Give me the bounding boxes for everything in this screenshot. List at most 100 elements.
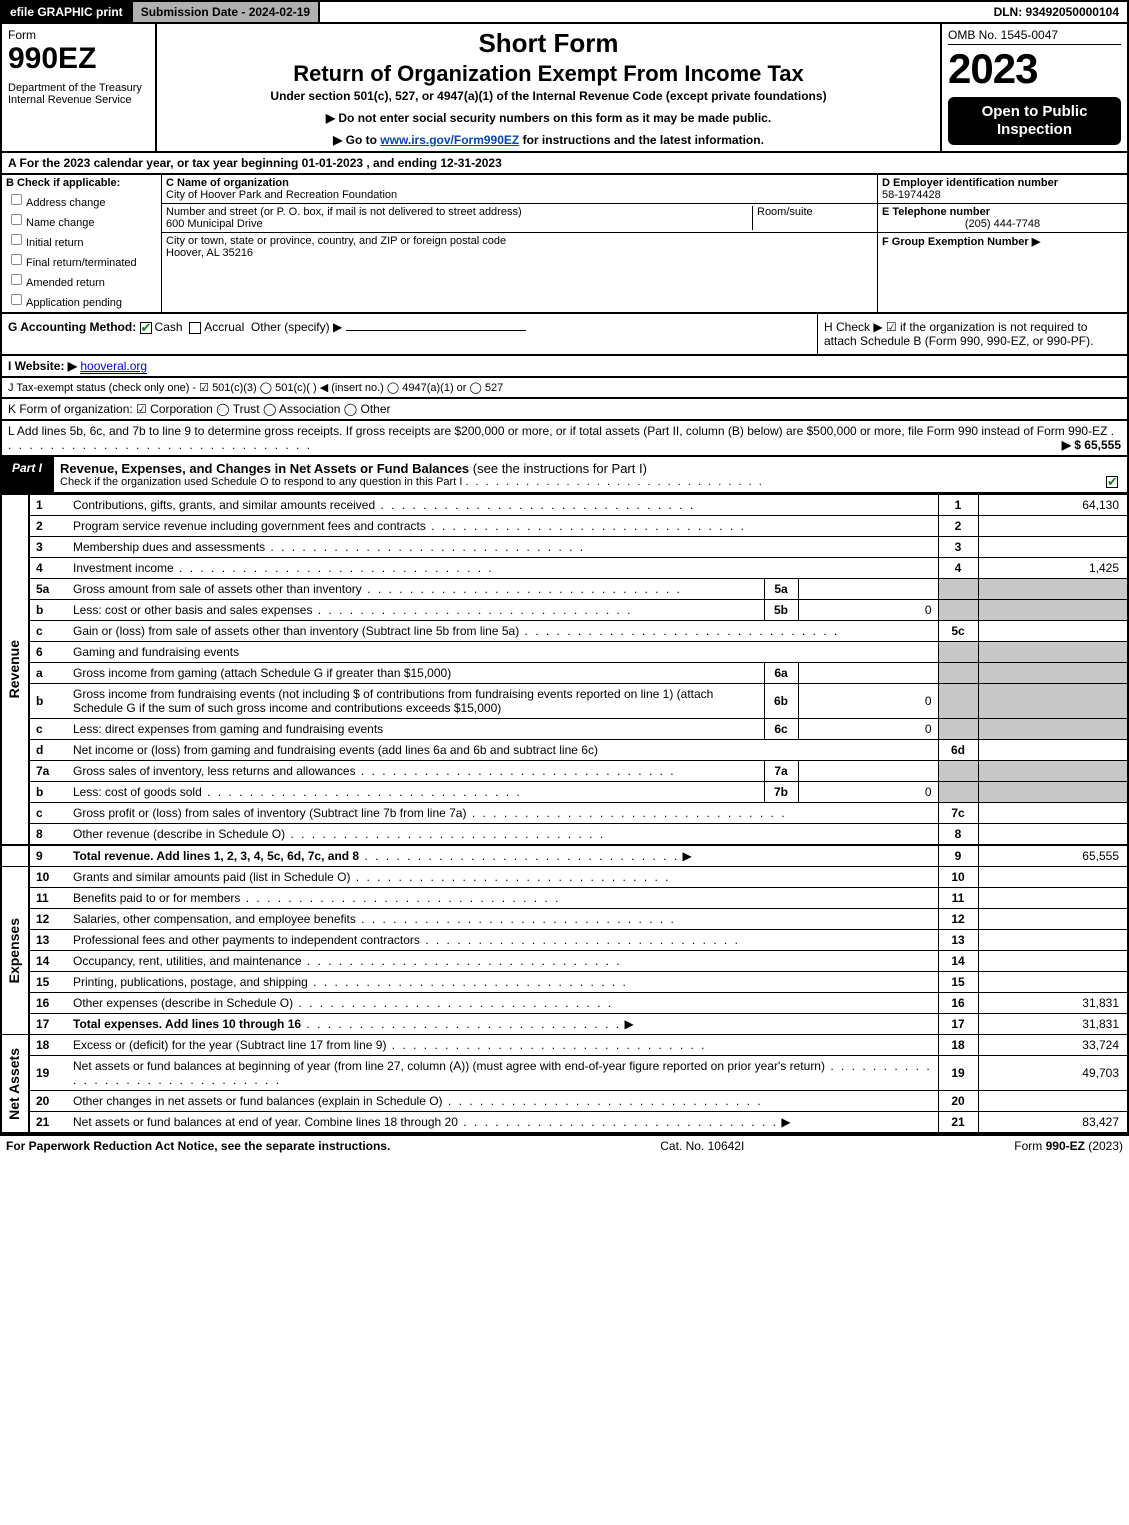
part1-tab: Part I [2, 457, 54, 492]
footer-center: Cat. No. 10642I [660, 1139, 744, 1153]
r6-amt-shade [978, 642, 1128, 663]
chk-amended-return-label: Amended return [26, 277, 105, 289]
open-public-badge: Open to Public Inspection [948, 97, 1121, 145]
dln-label: DLN: 93492050000104 [986, 2, 1127, 22]
row-7b: b Less: cost of goods sold 7b 0 [1, 782, 1128, 803]
r5b-desc: Less: cost or other basis and sales expe… [73, 603, 312, 617]
r11-box: 11 [938, 888, 978, 909]
r1-desc-text: Contributions, gifts, grants, and simila… [73, 498, 375, 512]
r6a-amt-shade [978, 663, 1128, 684]
row-14: 14 Occupancy, rent, utilities, and mainte… [1, 951, 1128, 972]
other-label: Other (specify) ▶ [251, 320, 342, 334]
c-label: C Name of organization [166, 177, 289, 189]
r6c-desc: Less: direct expenses from gaming and fu… [69, 719, 764, 740]
chk-accrual[interactable] [189, 322, 201, 334]
other-specify-line[interactable] [346, 330, 526, 331]
chk-amended-return[interactable]: Amended return [6, 270, 157, 289]
goto-note: ▶ Go to www.irs.gov/Form990EZ for instru… [163, 133, 934, 147]
r6b-box-shade [938, 684, 978, 719]
r12-box: 12 [938, 909, 978, 930]
r6b-num: b [29, 684, 69, 719]
r5c-amt [978, 621, 1128, 642]
r16-num: 16 [29, 993, 69, 1014]
r7b-desc: Less: cost of goods sold [73, 785, 202, 799]
r12-desc: Salaries, other compensation, and employ… [73, 912, 356, 926]
r6b-amt-shade [978, 684, 1128, 719]
r5c-box: 5c [938, 621, 978, 642]
row-6d: d Net income or (loss) from gaming and f… [1, 740, 1128, 761]
chk-final-return-label: Final return/terminated [26, 257, 137, 269]
r2-box: 2 [938, 516, 978, 537]
chk-name-change-label: Name change [26, 217, 95, 229]
r21-arrow: ▶ [781, 1115, 790, 1129]
r6c-inval: 0 [798, 719, 938, 740]
irs-link[interactable]: www.irs.gov/Form990EZ [380, 133, 519, 147]
footer-right-post: (2023) [1085, 1139, 1123, 1153]
part1-title: Revenue, Expenses, and Changes in Net As… [60, 461, 469, 476]
r4-desc: Investment income [73, 561, 174, 575]
r19-desc: Net assets or fund balances at beginning… [73, 1059, 825, 1073]
r6-box-shade [938, 642, 978, 663]
chk-name-change[interactable]: Name change [6, 210, 157, 229]
chk-initial-return-label: Initial return [26, 237, 83, 249]
footer-right: Form 990-EZ (2023) [1014, 1139, 1123, 1153]
r15-box: 15 [938, 972, 978, 993]
revenue-sidelabel: Revenue [1, 495, 29, 846]
ein-cell: D Employer identification number 58-1974… [878, 175, 1127, 204]
r13-box: 13 [938, 930, 978, 951]
footer-left: For Paperwork Reduction Act Notice, see … [6, 1139, 390, 1153]
section-def: D Employer identification number 58-1974… [877, 175, 1127, 312]
form-number: 990EZ [8, 42, 149, 76]
group-exemption-cell: F Group Exemption Number ▶ [878, 233, 1127, 250]
line-l-text: L Add lines 5b, 6c, and 7b to line 9 to … [8, 424, 1107, 438]
efile-print-label[interactable]: efile GRAPHIC print [2, 2, 133, 22]
r6-desc: Gaming and fundraising events [69, 642, 938, 663]
city-cell: City or town, state or province, country… [162, 233, 877, 261]
row-9: 9 Total revenue. Add lines 1, 2, 3, 4, 5… [1, 845, 1128, 867]
r9-arrow: ▶ [683, 849, 692, 863]
r14-desc: Occupancy, rent, utilities, and maintena… [73, 954, 302, 968]
e-label: E Telephone number [882, 206, 990, 218]
row-6b: b Gross income from fundraising events (… [1, 684, 1128, 719]
part1-schedule-o-check[interactable] [1106, 476, 1118, 488]
r18-box: 18 [938, 1035, 978, 1056]
chk-cash[interactable] [140, 322, 152, 334]
r5b-inval: 0 [798, 600, 938, 621]
chk-initial-return[interactable]: Initial return [6, 230, 157, 249]
line-a: A For the 2023 calendar year, or tax yea… [0, 153, 1129, 175]
chk-final-return[interactable]: Final return/terminated [6, 250, 157, 269]
row-21: 21Net assets or fund balances at end of … [1, 1112, 1128, 1134]
row-15: 15Printing, publications, postage, and s… [1, 972, 1128, 993]
row-19: 19Net assets or fund balances at beginni… [1, 1056, 1128, 1091]
page-footer: For Paperwork Reduction Act Notice, see … [0, 1134, 1129, 1156]
r5c-num: c [29, 621, 69, 642]
r2-num: 2 [29, 516, 69, 537]
website-link[interactable]: hooveral.org [80, 359, 147, 374]
r5b-box-shade [938, 600, 978, 621]
chk-address-change-label: Address change [26, 197, 106, 209]
form-word: Form [8, 28, 149, 42]
r2-desc: Program service revenue including govern… [73, 519, 426, 533]
row-8: 8 Other revenue (describe in Schedule O)… [1, 824, 1128, 846]
r8-amt [978, 824, 1128, 846]
r18-amt: 33,724 [978, 1035, 1128, 1056]
chk-application-pending[interactable]: Application pending [6, 290, 157, 309]
part1-sub-dots [465, 476, 763, 488]
r21-num: 21 [29, 1112, 69, 1134]
r13-desc: Professional fees and other payments to … [73, 933, 420, 947]
r10-amt [978, 867, 1128, 888]
r14-box: 14 [938, 951, 978, 972]
chk-address-change[interactable]: Address change [6, 190, 157, 209]
r3-num: 3 [29, 537, 69, 558]
r1-desc: Contributions, gifts, grants, and simila… [69, 495, 938, 516]
r7c-desc: Gross profit or (loss) from sales of inv… [73, 806, 466, 820]
short-form-title: Short Form [163, 28, 934, 59]
lines-table: Revenue 1 Contributions, gifts, grants, … [0, 494, 1129, 1134]
r6d-box: 6d [938, 740, 978, 761]
city-value: Hoover, AL 35216 [166, 247, 253, 259]
line-l-amount: ▶ $ 65,555 [1062, 438, 1121, 452]
block-bcd: B Check if applicable: Address change Na… [0, 175, 1129, 314]
r16-amt: 31,831 [978, 993, 1128, 1014]
r9-box: 9 [938, 845, 978, 867]
section-b-label: B Check if applicable: [6, 177, 157, 189]
